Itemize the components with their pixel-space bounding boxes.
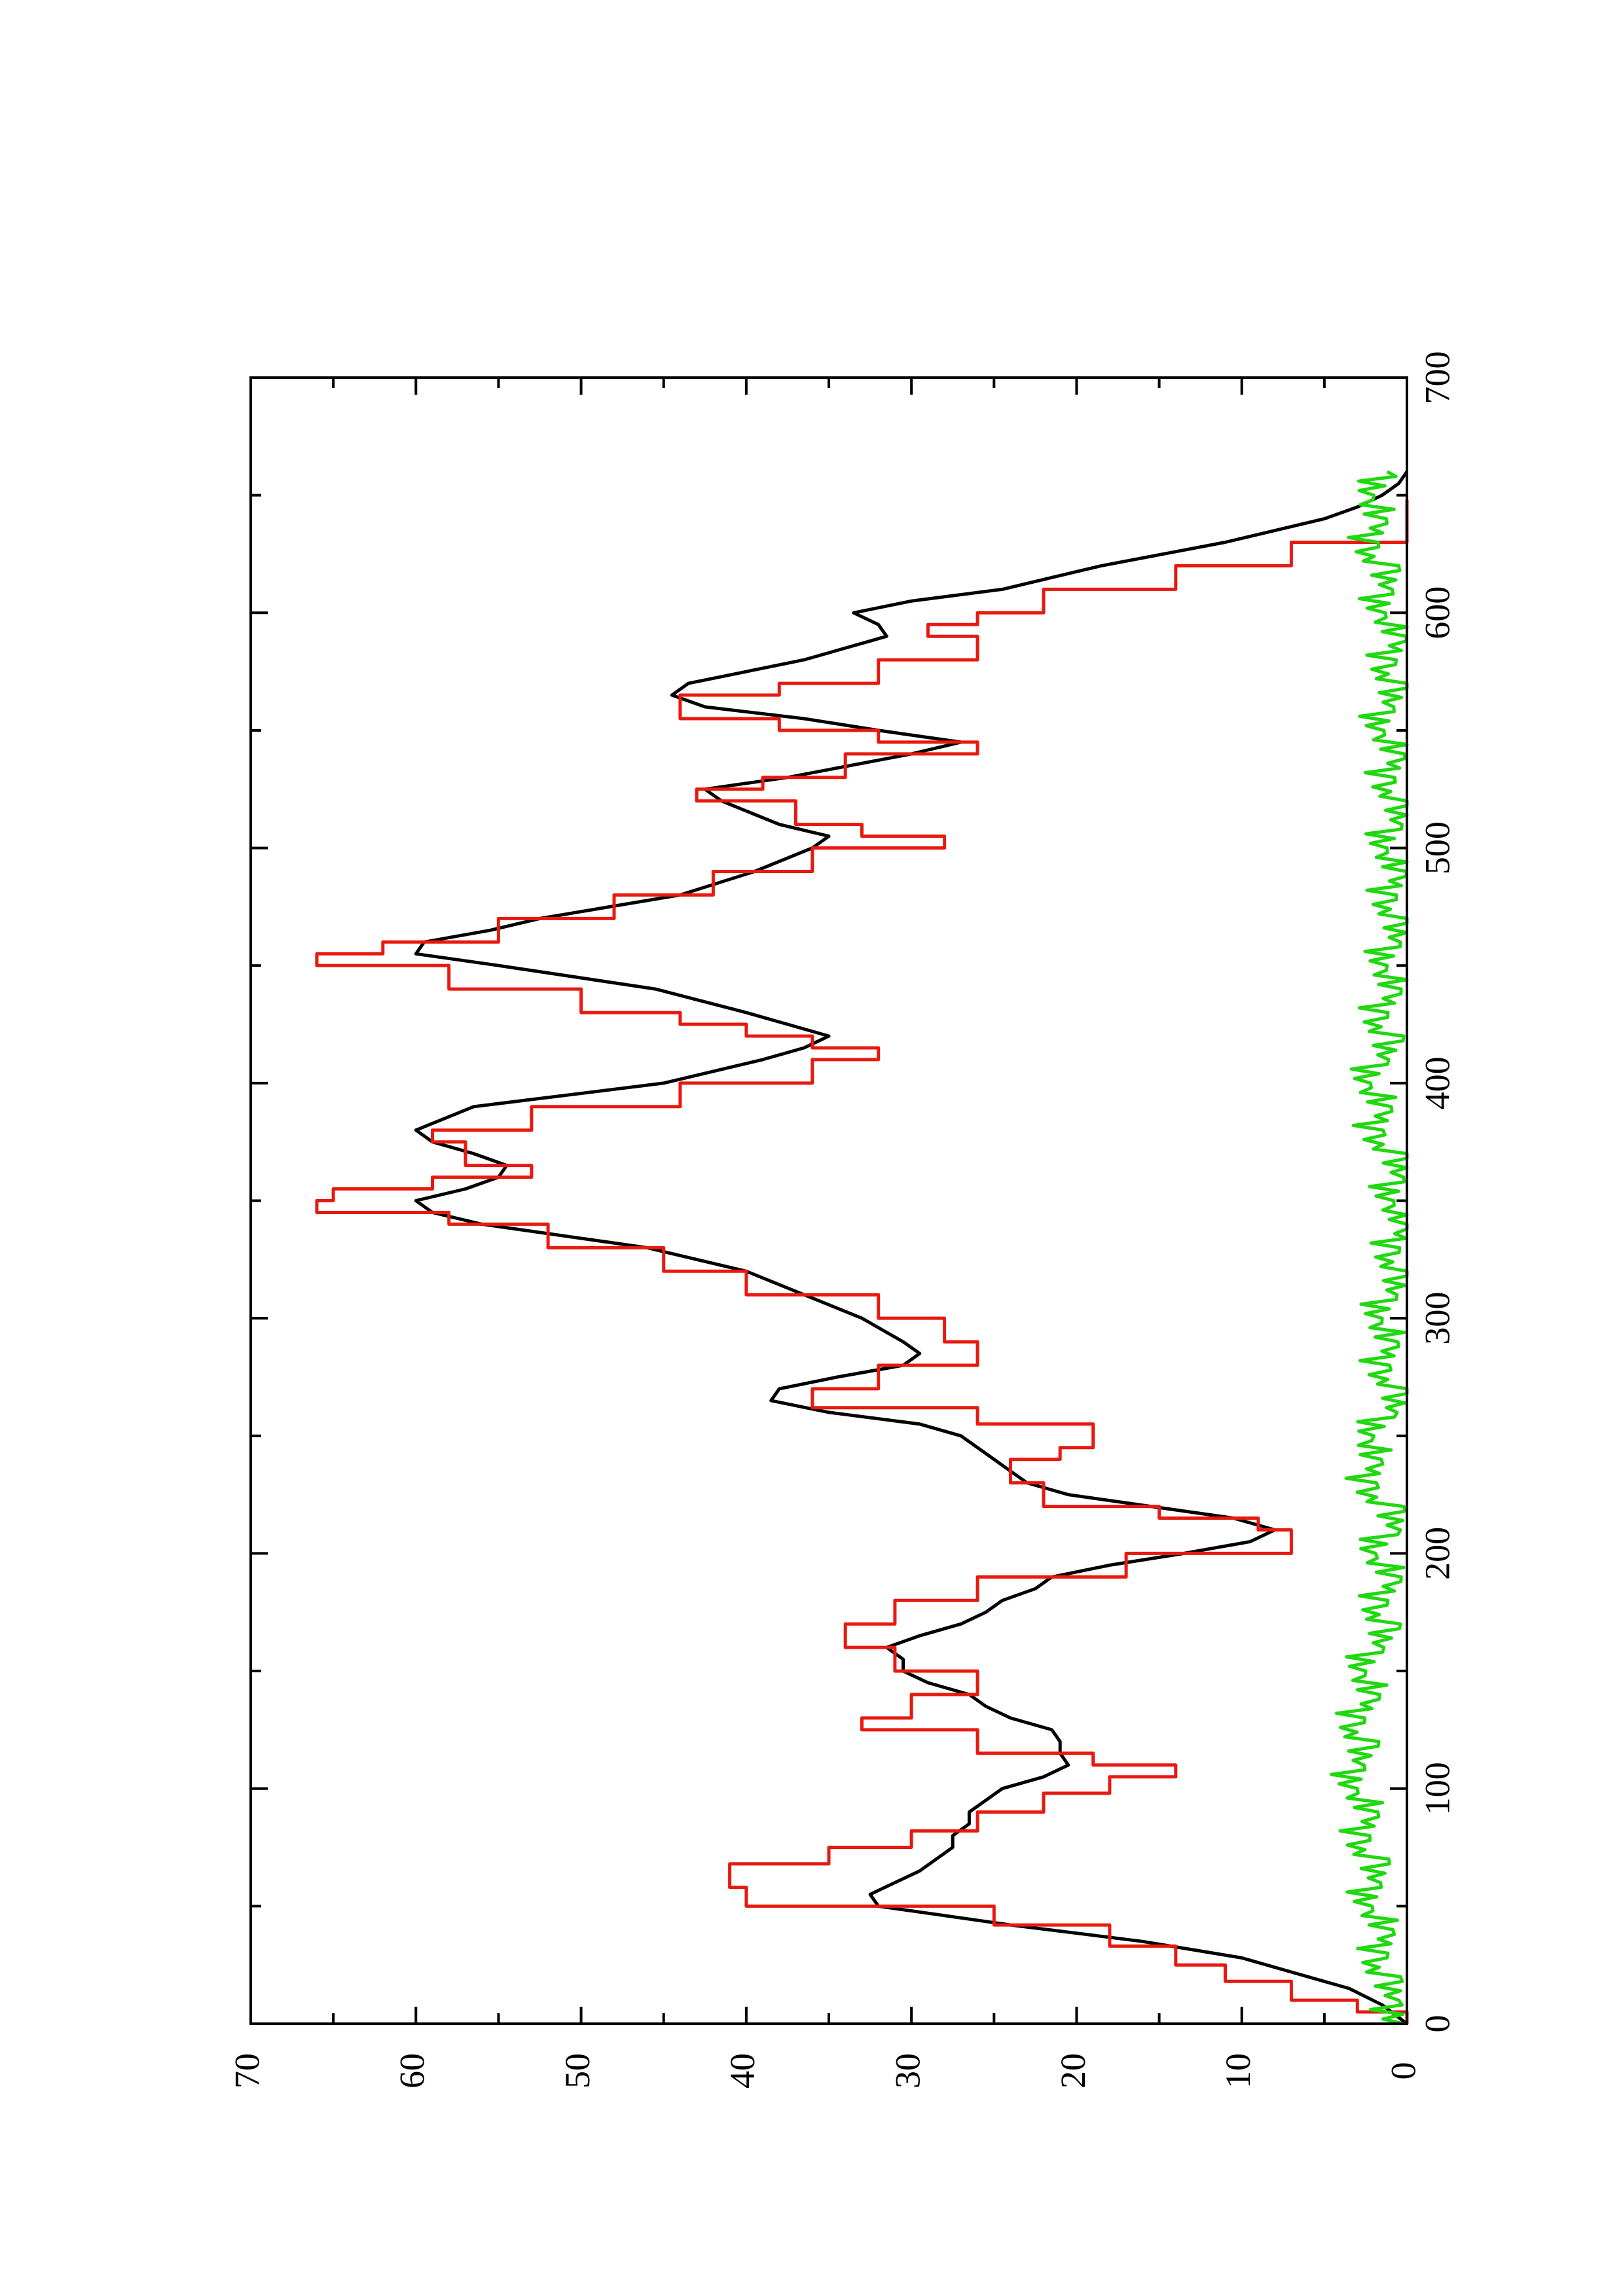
x-tick-label: 400 <box>1417 1056 1457 1109</box>
series-layer <box>315 470 1409 2026</box>
x-tick-label: 0 <box>1417 2015 1457 2033</box>
x-tick-label: 700 <box>1417 351 1457 404</box>
y-tick-label: 70 <box>227 2053 266 2089</box>
y-tick-label: 40 <box>723 2053 762 2089</box>
axes-layer: 0 100 200 300 400 500 600 700 0 10 20 30 40 50 60 70 <box>227 351 1457 2089</box>
y-tick-label: 30 <box>888 2053 928 2089</box>
series-line-2 <box>1330 470 1409 2026</box>
y-tick-label: 10 <box>1218 2053 1258 2089</box>
y-tick-label: 0 <box>1383 2062 1423 2080</box>
x-tick-label: 500 <box>1417 821 1457 874</box>
y-tick-label: 60 <box>393 2053 432 2089</box>
series-line-0 <box>414 471 1409 2025</box>
x-tick-label: 600 <box>1417 586 1457 639</box>
y-tick-label: 50 <box>558 2053 597 2089</box>
series-line-1 <box>315 499 1409 2024</box>
y-tick-label: 20 <box>1053 2053 1093 2089</box>
x-tick-label: 200 <box>1417 1527 1457 1580</box>
x-tick-label: 100 <box>1417 1762 1457 1815</box>
x-tick-label: 300 <box>1417 1292 1457 1345</box>
